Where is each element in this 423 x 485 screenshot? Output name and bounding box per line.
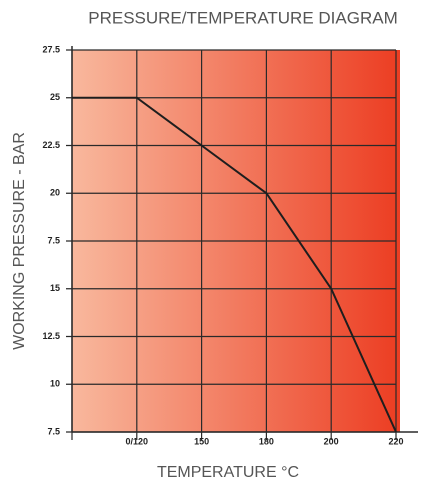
x-tick-label: 220 — [388, 436, 403, 446]
x-tick-label: 150 — [194, 436, 209, 446]
y-tick-label: 22.5 — [42, 140, 60, 150]
line — [72, 96, 397, 433]
y-tick-label: 27.5 — [42, 44, 60, 54]
x-tick-label: 180 — [259, 436, 274, 446]
y-tick-label: 7.5 — [47, 235, 60, 245]
y-tick-label: 20 — [50, 188, 60, 198]
chart-title: PRESSURE/TEMPERATURE DIAGRAM — [88, 8, 398, 27]
y-tick-label: 25 — [50, 92, 60, 102]
x-tick-label: 0/120 — [126, 436, 149, 446]
x-axis-label: TEMPERATURE °C — [157, 464, 299, 481]
y-tick-label: 10 — [50, 379, 60, 389]
y-axis-label: WORKING PRESSURE - BAR — [11, 132, 28, 350]
y-tick-label: 12.5 — [42, 331, 60, 341]
y-tick-label: 15 — [50, 283, 60, 293]
y-tick-label: 7.5 — [47, 426, 60, 436]
x-tick-label: 200 — [324, 436, 339, 446]
